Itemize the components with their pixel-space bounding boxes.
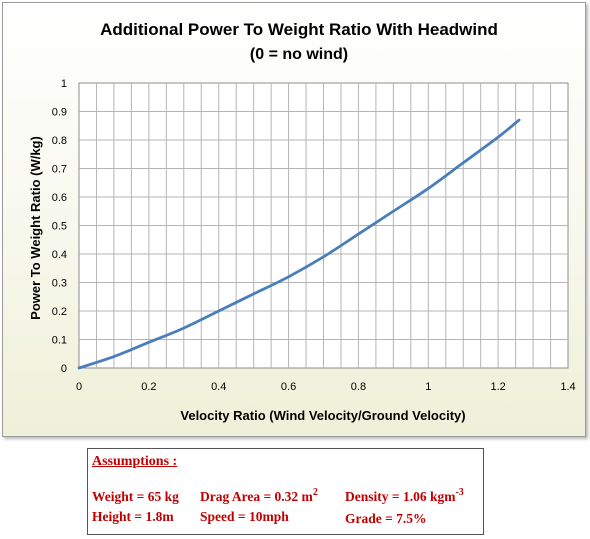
y-tick-label: 0.9 [52,107,67,119]
x-tick-label: 1.4 [560,381,575,393]
drag-area-item: Drag Area = 0.32 m2 [200,487,318,505]
assumptions-heading: Assumptions : [92,454,178,469]
density-text: Density = 1.06 kgm [345,489,456,504]
density-item: Density = 1.06 kgm-3 [345,487,464,505]
x-axis-ticks: 0 0.2 0.4 0.6 0.8 1 1.2 1.4 [76,381,576,393]
y-axis-title: Power To Weight Ratio (W/kg) [28,136,43,320]
series-layer [77,118,521,370]
chart-subtitle: (0 = no wind) [250,46,348,63]
speed-text: Speed = 10mph [200,509,289,524]
height-text: Height = 1.8m [92,509,174,524]
x-tick-label: 0.4 [211,381,226,393]
weight-text: Weight = 65 kg [92,489,179,504]
x-tick-label: 1.2 [490,381,505,393]
drag-area-text: Drag Area = 0.32 m [200,489,313,504]
density-exponent: -3 [455,487,464,498]
y-tick-label: 0.5 [52,221,67,233]
x-tick-label: 0.6 [281,381,296,393]
x-tick-label: 0.2 [141,381,156,393]
y-tick-label: 0.3 [52,278,67,290]
series-line [77,118,521,370]
y-tick-label: 0.1 [52,335,67,347]
y-tick-label: 1 [61,78,67,90]
y-tick-label: 0.8 [52,135,67,147]
y-tick-label: 0.4 [52,249,67,261]
line-chart: Additional Power To Weight Ratio With He… [28,20,576,423]
grade-text: Grade = 7.5% [345,511,427,526]
x-tick-label: 1 [425,381,431,393]
y-tick-label: 0.2 [52,306,67,318]
assumptions-box: Assumptions : Weight = 65 kg Height = 1.… [87,448,484,535]
y-tick-label: 0 [61,363,67,375]
x-tick-label: 0.8 [351,381,366,393]
chart-panel: Additional Power To Weight Ratio With He… [2,2,586,437]
drag-area-exponent: 2 [312,487,318,498]
chart-title: Additional Power To Weight Ratio With He… [100,20,498,39]
x-axis-title: Velocity Ratio (Wind Velocity/Ground Vel… [180,408,465,423]
y-tick-label: 0.7 [52,164,67,176]
y-axis-ticks: 0 0.1 0.2 0.3 0.4 0.5 0.6 0.7 0.8 0.9 1 [52,78,67,375]
y-tick-label: 0.6 [52,192,67,204]
x-tick-label: 0 [76,381,82,393]
